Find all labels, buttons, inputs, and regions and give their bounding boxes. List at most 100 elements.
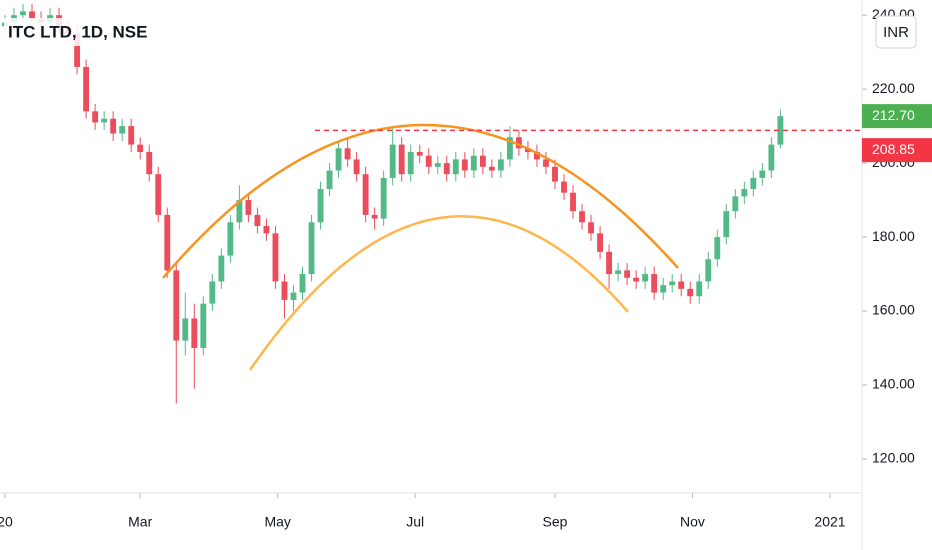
x-tick-label: Sep [543,514,568,530]
candle-body [191,318,198,349]
candle-body [407,152,414,175]
price-label: 212.70 [872,107,915,123]
candle-body [452,159,459,175]
candle-body [182,318,189,341]
candle-body [218,255,225,282]
candle-body [119,126,126,134]
candle-body [371,214,378,219]
candle-body [461,159,468,171]
candle-body [272,233,279,282]
candle-body [515,137,522,149]
candle-body [101,118,108,123]
x-tick-label: 2021 [814,514,845,530]
candle-body [380,177,387,219]
x-tick-label: May [264,514,290,530]
candle-body [615,270,622,275]
currency-label[interactable]: INR [883,24,909,41]
candle-body [705,259,712,282]
candle-body [362,174,369,215]
candle-body [209,281,216,304]
y-tick-label: 140.00 [872,376,915,392]
overlay: 212.70 208.85 [314,104,932,163]
candle-body [416,152,423,156]
candle-body [425,155,432,167]
candle-body [245,200,252,215]
candle-body [777,116,784,145]
y-tick-label: 160.00 [872,302,915,318]
candle-body [642,274,649,282]
candle-body [299,274,306,293]
candle-body [326,170,333,189]
x-tick-label: Nov [680,514,705,530]
candle-body [750,177,757,189]
currency-button[interactable] [875,15,917,49]
candle-body [146,152,153,175]
candle-body [597,233,603,252]
candle-body [263,225,270,234]
outer-arc [162,123,679,279]
candle-body [317,188,324,223]
candle-body [561,181,567,193]
candle-body [687,288,694,297]
candle-body [696,281,703,297]
candle-body [633,277,640,282]
y-tick-label: 220.00 [872,80,915,96]
candle-body [344,148,351,160]
candle-body [20,11,26,16]
candle-body [443,163,450,175]
candle-body [128,126,135,145]
candle-body [92,111,99,123]
candle-body [579,211,585,223]
candle-body [524,148,531,153]
candle-body [398,144,405,175]
candle-body [678,281,685,289]
candle-body [227,222,234,256]
candle-body [506,137,513,160]
candle-body [110,118,117,134]
candle-body [335,148,342,171]
candle-body [606,251,613,275]
candle-body [741,188,748,197]
candle-body [497,159,504,171]
candle-body [353,159,360,175]
title-bg [4,18,134,46]
candle-body [74,33,81,67]
candle-body [470,155,477,171]
candle-body [236,200,243,223]
candle-body [200,303,207,349]
candle-body [651,274,658,293]
candle-body [669,281,676,286]
x-tick-label: 20 [0,514,13,530]
x-tick-label: Mar [128,514,152,530]
inner-arc [248,215,629,371]
plot-area: 120.00140.00160.00180.00200.00220.00240.… [0,4,915,530]
candle-body [660,285,667,293]
candle-body [723,211,730,238]
candle-body [624,270,631,278]
price-label-bg [862,138,932,163]
candle-body [534,152,540,160]
y-tick-label: 180.00 [872,228,915,244]
candle-body [308,222,315,275]
candle-body [164,214,171,271]
candle-body [83,66,90,112]
candle-body [570,192,576,212]
candle-body [488,166,495,171]
candle-body [768,144,775,171]
candle-body [759,170,766,178]
candle-body [588,222,594,234]
candle-body [290,292,297,300]
candle-body [732,196,739,212]
candle-body [173,270,180,341]
chart-title: ITC LTD, 1D, NSE [8,22,147,41]
candle-body [714,237,721,260]
candle-body [254,214,261,226]
candle-body [29,11,35,19]
candle-body [389,144,396,178]
y-tick-label: 120.00 [872,450,915,466]
x-tick-label: Jul [406,514,424,530]
candle-body [137,144,144,153]
candle-body [543,159,549,167]
price-label: 208.85 [872,141,915,157]
